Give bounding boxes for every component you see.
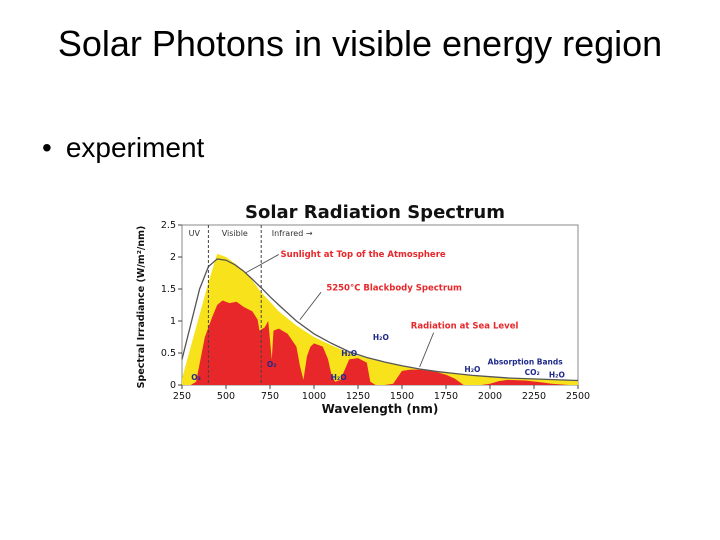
absorption-label: H₂O <box>464 365 480 374</box>
region-label-visible: Visible <box>222 229 248 238</box>
x-tick-label: 2000 <box>478 391 502 402</box>
x-tick-label: 1750 <box>434 391 458 402</box>
annotation-sea-level: Radiation at Sea Level <box>411 322 519 332</box>
absorption-label: O₃ <box>191 373 201 382</box>
slide-title: Solar Photons in visible energy region <box>57 23 663 64</box>
absorption-label: CO₂ <box>525 368 540 377</box>
x-tick-label: 1250 <box>346 391 370 402</box>
y-axis-label: Spectral Irradiance (W/m²/nm) <box>136 226 147 389</box>
annotation-top-of-atmosphere: Sunlight at Top of the Atmosphere <box>281 250 446 260</box>
x-tick-label: 2500 <box>566 391 590 402</box>
x-tick-label: 750 <box>261 391 279 402</box>
x-tick-label: 500 <box>217 391 235 402</box>
annotation-blackbody: 5250°C Blackbody Spectrum <box>326 283 462 293</box>
annotation-pointer <box>419 332 435 368</box>
y-tick-label: 0.5 <box>161 348 176 359</box>
y-tick-label: 1.5 <box>161 284 176 295</box>
absorption-label: O₂ <box>267 360 277 369</box>
annotation-absorption-bands: Absorption Bands <box>488 358 564 367</box>
y-tick-label: 2.5 <box>161 220 176 231</box>
series-blackbody-line <box>181 258 579 382</box>
solar-spectrum-chart: Solar Radiation Spectrum UV Visible Infrar… <box>136 202 590 416</box>
x-tick-label: 1000 <box>302 391 326 402</box>
x-axis-label: Wavelength (nm) <box>322 402 439 416</box>
absorption-label: H₂O <box>341 349 357 358</box>
bullet-dot: • <box>42 132 52 163</box>
region-label-infrared: Infrared → <box>272 229 313 238</box>
bullet-item: • experiment <box>42 132 204 164</box>
chart-title: Solar Radiation Spectrum <box>245 202 505 223</box>
y-tick-label: 0 <box>170 380 176 391</box>
x-tick-label: 2250 <box>522 391 546 402</box>
plot-area: UV Visible Infrared → 250 500 750 1000 1250 1500… <box>161 220 590 402</box>
absorption-label: H₂O <box>373 333 389 342</box>
annotation-pointer <box>245 254 280 274</box>
bullet-text: experiment <box>65 132 205 163</box>
absorption-label: H₂O <box>331 373 347 382</box>
region-label-uv: UV <box>189 229 201 238</box>
y-tick-label: 1 <box>170 316 176 327</box>
x-tick-label: 250 <box>173 391 191 402</box>
x-tick-label: 1500 <box>390 391 414 402</box>
y-tick-label: 2 <box>170 252 176 263</box>
annotation-pointer <box>299 291 322 320</box>
series-sea-level-area <box>182 300 578 385</box>
absorption-label: H₂O <box>549 370 565 379</box>
